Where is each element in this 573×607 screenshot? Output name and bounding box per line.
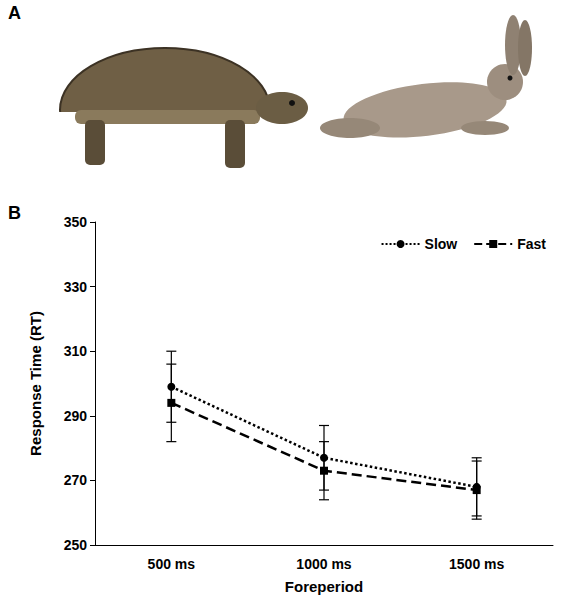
svg-text:A: A [8,3,21,23]
svg-text:310: 310 [64,343,88,359]
svg-text:1000 ms: 1000 ms [296,556,351,572]
svg-text:350: 350 [64,214,88,230]
svg-text:Foreperiod: Foreperiod [285,578,363,595]
svg-text:B: B [8,203,21,223]
svg-text:500 ms: 500 ms [148,556,196,572]
svg-text:Slow: Slow [425,236,458,252]
svg-text:Fast: Fast [517,236,546,252]
svg-text:1500 ms: 1500 ms [449,556,504,572]
svg-text:270: 270 [64,472,88,488]
svg-text:330: 330 [64,279,88,295]
svg-text:290: 290 [64,408,88,424]
svg-text:Response Time (RT): Response Time (RT) [27,311,44,456]
svg-text:250: 250 [64,537,88,553]
